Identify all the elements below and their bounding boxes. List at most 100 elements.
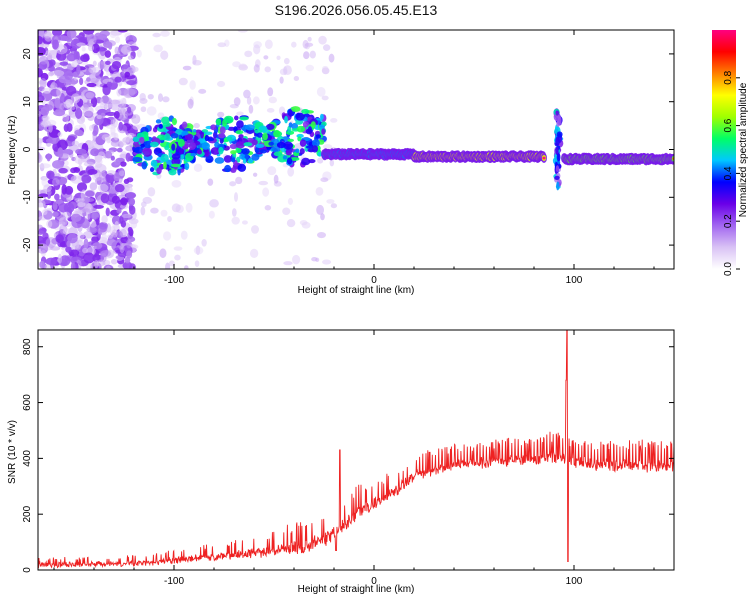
- spectrogram-cell: [70, 175, 82, 184]
- spectrogram-cell: [273, 151, 283, 157]
- spectrogram-cell: [109, 32, 117, 39]
- spectrogram-cell: [231, 216, 240, 225]
- spectrogram-cell: [126, 80, 137, 86]
- spectrogram-cell: [305, 128, 313, 135]
- spectrogram-cell: [184, 265, 189, 269]
- spectrogram-cell: [76, 42, 86, 47]
- spectrogram-cell: [74, 129, 84, 136]
- spectrogram-cell: [256, 132, 264, 138]
- spectrogram-cell: [105, 207, 110, 217]
- spectrogram-cell: [299, 219, 308, 226]
- snr-x-label: Height of straight line (km): [298, 584, 415, 595]
- spectrogram-cell: [238, 63, 248, 70]
- spectrogram-cell: [283, 261, 293, 266]
- spectrogram-cell: [215, 118, 222, 126]
- snr-frame: [37, 329, 675, 571]
- spectrogram-cell: [83, 252, 95, 264]
- spectrogram-cell: [229, 143, 238, 150]
- spectrogram-cell: [102, 176, 107, 185]
- spectrogram-cell: [147, 187, 156, 197]
- spectrogram-cell: [196, 149, 203, 155]
- spectrogram-cell: [264, 205, 272, 211]
- snr-y-tick-label: 800: [22, 338, 33, 355]
- spectrogram-cell: [223, 155, 232, 163]
- spectrogram-cell: [217, 111, 225, 118]
- spectrogram-cell: [156, 134, 167, 141]
- spectrogram-cell: [116, 208, 122, 214]
- spectrogram-cell: [156, 167, 162, 175]
- spectrogram-cell: [76, 231, 84, 243]
- spectrogram-cell: [66, 122, 73, 133]
- spectrogram-cell: [282, 207, 291, 215]
- spectrogram-cell: [242, 158, 247, 164]
- spectrogram-cell: [555, 146, 559, 156]
- spectrogram-cell: [71, 140, 80, 147]
- spectrogram-cell: [284, 115, 288, 124]
- spectrogram-cell: [316, 204, 325, 215]
- spectrogram-cell: [127, 55, 134, 60]
- spectrogram-x-label: Height of straight line (km): [298, 285, 415, 296]
- spectrogram-cell: [52, 159, 64, 169]
- spectrogram-cell: [174, 254, 181, 261]
- spectrogram-cell: [205, 155, 214, 164]
- snr-y-tick-label: 600: [22, 394, 33, 411]
- spectrogram-cell: [96, 259, 106, 267]
- spectrogram-cell: [38, 110, 42, 117]
- spectrogram-cell: [108, 42, 113, 50]
- spectrogram-cell: [258, 180, 269, 186]
- spectrogram-cell: [94, 260, 99, 269]
- spectrogram-cell: [315, 257, 320, 263]
- spectrogram-cell: [65, 85, 77, 96]
- spectrogram-cell: [43, 184, 52, 193]
- spectrogram-cell: [223, 115, 234, 124]
- spectrogram-cell: [302, 39, 309, 49]
- spectrogram-cell: [193, 122, 200, 129]
- spectrogram-cell: [287, 197, 294, 205]
- spectrogram-cell: [321, 95, 329, 101]
- spectrogram-cell: [317, 157, 324, 164]
- spectrogram-cell: [65, 99, 74, 108]
- snr-x-tick-label: -100: [164, 576, 184, 587]
- spectrogram-cell: [38, 230, 45, 235]
- spectrogram-cell: [326, 199, 335, 204]
- spectrogram-cell: [111, 215, 122, 226]
- spectrogram-cell: [230, 158, 236, 163]
- spectrogram-cell: [252, 139, 258, 146]
- spectrogram-cell: [39, 78, 47, 89]
- chart-title: S196.2026.056.05.45.E13: [274, 2, 438, 18]
- spectrogram-cell: [100, 249, 112, 257]
- spectrogram-cell: [87, 115, 95, 122]
- spectrogram-cell: [61, 184, 67, 195]
- spectrogram-cell: [322, 44, 331, 52]
- spectrogram-cell: [171, 180, 182, 188]
- spectrogram-cell: [219, 126, 226, 135]
- spectrogram-cell: [192, 129, 197, 133]
- spectrogram-cell: [124, 256, 131, 264]
- spectrogram-cell: [236, 120, 244, 129]
- spectrogram-cell: [59, 255, 71, 267]
- spectrogram-cell: [105, 111, 117, 117]
- spectrogram-cell: [70, 261, 76, 269]
- spectrogram-cell: [299, 148, 305, 155]
- spectrogram-cell: [74, 197, 85, 203]
- spectrogram-cell: [161, 116, 171, 125]
- spectrogram-cell: [112, 117, 118, 128]
- spectrogram-cell: [273, 129, 281, 138]
- spectrogram-cell: [107, 170, 116, 176]
- spectrogram-cell: [287, 167, 295, 177]
- spectrogram-cell: [104, 103, 115, 108]
- spectrogram-x-tick-label: 100: [566, 275, 583, 286]
- spectrogram-cell: [121, 213, 132, 219]
- spectrogram-cell: [106, 136, 111, 144]
- spectrogram-cell: [52, 211, 59, 218]
- spectrogram-cell: [252, 96, 260, 105]
- spectrogram-cell: [94, 157, 103, 167]
- spectrogram-cell: [128, 197, 136, 206]
- spectrogram-cell: [287, 138, 294, 143]
- spectrogram-cell: [52, 30, 63, 37]
- spectrogram-cell: [63, 81, 76, 87]
- spectrogram-cell: [57, 132, 63, 138]
- spectrogram-cell: [189, 142, 196, 150]
- spectrogram-cell: [328, 53, 335, 63]
